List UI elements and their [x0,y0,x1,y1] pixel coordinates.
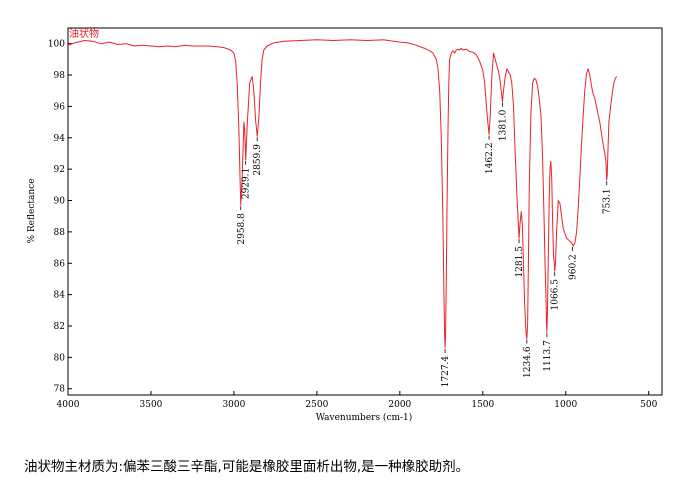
y-tick-label: 78 [54,385,66,395]
peak-label: 960.2 [568,254,578,280]
x-tick-label: 4000 [57,400,80,410]
y-tick-label: 96 [54,102,66,112]
peak-label: 1727.4 [441,356,451,388]
x-tick-label: 1000 [554,400,577,410]
y-tick-label: 98 [54,71,66,81]
x-axis-label: Wavenumbers (cm-1) [316,412,413,423]
y-tick-label: 100 [48,40,65,50]
peak-label: 1234.6 [523,346,533,378]
peak-label: 2859.9 [253,144,263,176]
peak-label: 753.1 [603,188,613,214]
chart-title: 油状物 [69,27,99,40]
peak-label: 1113.7 [543,340,553,372]
peak-label: 1462.2 [485,143,495,175]
y-tick-label: 92 [54,165,65,175]
y-tick-label: 82 [54,322,65,332]
x-tick-label: 1500 [471,400,494,410]
x-tick-label: 500 [640,400,657,410]
y-tick-label: 90 [54,197,66,207]
x-tick-label: 2500 [305,400,328,410]
peak-label: 1066.5 [551,279,561,311]
peak-label: 1381.0 [499,109,509,141]
plot-frame [67,27,663,396]
y-tick-label: 88 [54,228,66,238]
caption-text: 油状物主材质为:偏苯三酸三辛酯,可能是橡胶里面析出物,是一种橡胶助剂。 [24,459,470,475]
peak-label: 2958.8 [237,213,247,245]
x-tick-label: 3000 [222,400,245,410]
x-axis-ticks: 4000 3500 3000 2500 2000 1500 1000 500 [57,391,658,410]
peak-label: 1281.5 [515,246,525,278]
x-tick-label: 3500 [140,400,163,410]
y-axis-label: % Reflectance [27,178,37,243]
spectrum-line [67,39,618,349]
y-axis-ticks: 78 80 82 84 86 88 90 92 94 96 98 100 [48,40,72,395]
y-tick-label: 94 [54,134,66,144]
y-tick-label: 84 [54,291,66,301]
y-tick-label: 86 [54,259,66,269]
ir-spectrum-chart: 油状物 78 80 82 84 86 88 90 92 94 96 98 100 4000 3500 30… [27,27,663,423]
x-tick-label: 2000 [388,400,411,410]
peak-label: 2929.1 [242,168,252,200]
y-tick-label: 80 [54,353,66,363]
